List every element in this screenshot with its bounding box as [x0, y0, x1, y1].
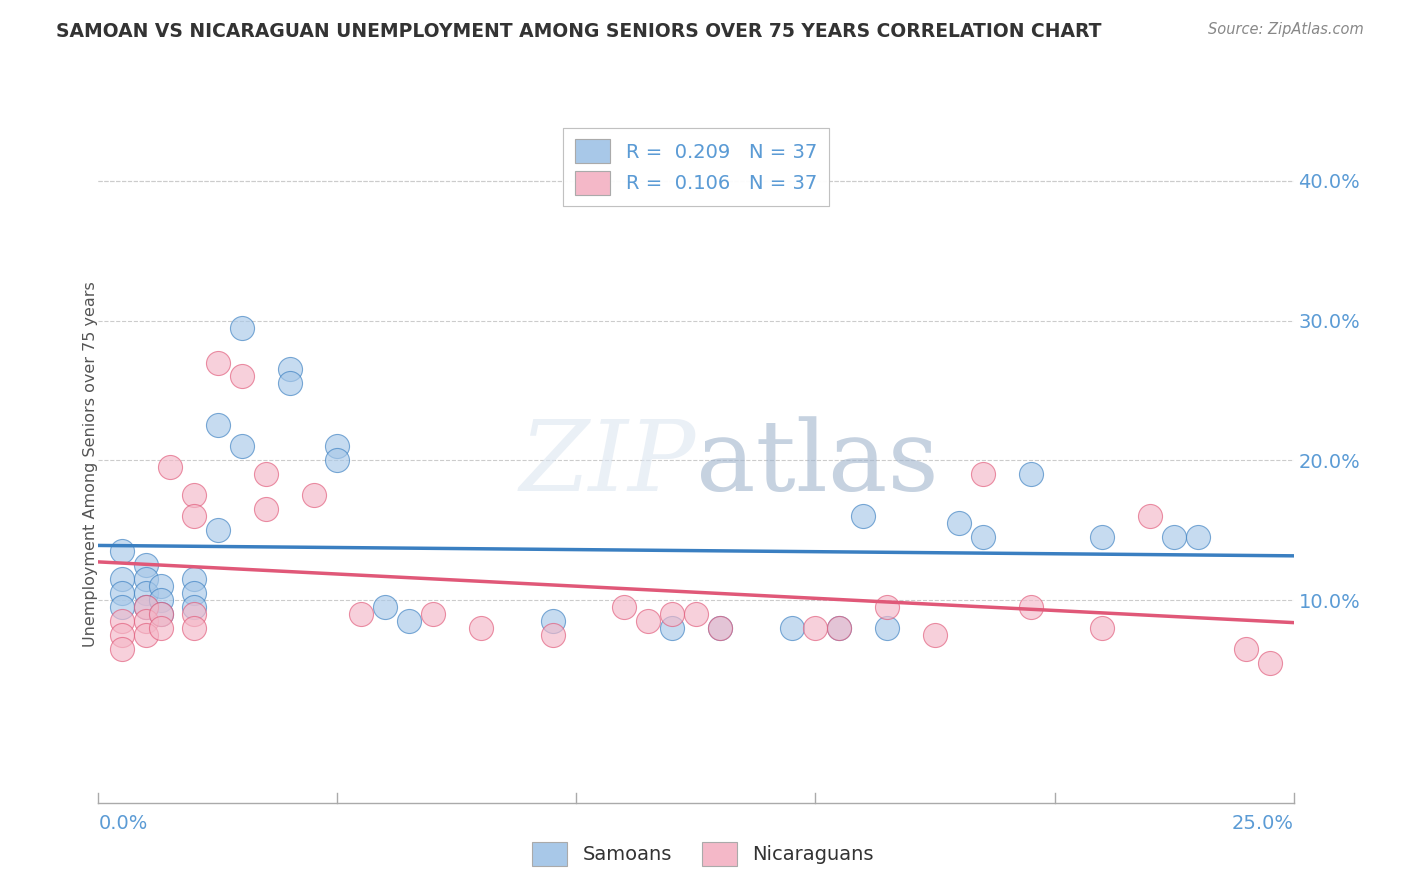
Point [1163, 530, 1185, 544]
Point [111, 544, 134, 558]
Point [661, 621, 683, 635]
Point [541, 628, 564, 642]
Point [231, 320, 253, 334]
Point [613, 600, 636, 615]
Text: Source: ZipAtlas.com: Source: ZipAtlas.com [1208, 22, 1364, 37]
Point [135, 586, 157, 600]
Point [183, 509, 205, 524]
Point [326, 453, 349, 467]
Point [254, 467, 277, 482]
Point [1019, 467, 1042, 482]
Point [948, 516, 970, 531]
Point [111, 600, 134, 615]
Point [685, 607, 707, 621]
Point [398, 614, 420, 628]
Point [924, 628, 946, 642]
Legend: R =  0.209   N = 37, R =  0.106   N = 37: R = 0.209 N = 37, R = 0.106 N = 37 [564, 128, 828, 206]
Point [207, 523, 229, 537]
Point [183, 586, 205, 600]
Text: ZIP: ZIP [520, 417, 696, 511]
Point [374, 600, 396, 615]
Text: atlas: atlas [696, 416, 939, 512]
Point [1019, 600, 1042, 615]
Point [135, 600, 157, 615]
Point [207, 355, 229, 369]
Point [1091, 530, 1114, 544]
Point [1139, 509, 1161, 524]
Point [111, 614, 134, 628]
Point [149, 621, 172, 635]
Point [135, 558, 157, 573]
Point [149, 607, 172, 621]
Point [350, 607, 373, 621]
Point [828, 621, 851, 635]
Point [661, 607, 683, 621]
Point [302, 488, 325, 502]
Point [111, 572, 134, 586]
Point [183, 607, 205, 621]
Point [149, 607, 172, 621]
Point [231, 369, 253, 384]
Point [422, 607, 444, 621]
Point [149, 593, 172, 607]
Point [278, 376, 301, 391]
Point [135, 628, 157, 642]
Point [159, 460, 181, 475]
Point [1258, 656, 1281, 670]
Point [828, 621, 851, 635]
Point [183, 600, 205, 615]
Point [972, 467, 994, 482]
Point [326, 439, 349, 453]
Point [231, 439, 253, 453]
Point [183, 572, 205, 586]
Text: SAMOAN VS NICARAGUAN UNEMPLOYMENT AMONG SENIORS OVER 75 YEARS CORRELATION CHART: SAMOAN VS NICARAGUAN UNEMPLOYMENT AMONG … [56, 22, 1102, 41]
Point [876, 600, 898, 615]
Legend: Samoans, Nicaraguans: Samoans, Nicaraguans [524, 834, 882, 873]
Point [135, 572, 157, 586]
Y-axis label: Unemployment Among Seniors over 75 years: Unemployment Among Seniors over 75 years [83, 281, 97, 647]
Point [637, 614, 659, 628]
Point [135, 614, 157, 628]
Point [541, 614, 564, 628]
Point [709, 621, 731, 635]
Point [111, 642, 134, 657]
Point [470, 621, 492, 635]
Point [183, 621, 205, 635]
Point [1091, 621, 1114, 635]
Point [876, 621, 898, 635]
Point [111, 586, 134, 600]
Point [780, 621, 803, 635]
Point [804, 621, 827, 635]
Point [1187, 530, 1209, 544]
Point [207, 418, 229, 433]
Point [852, 509, 875, 524]
Point [149, 579, 172, 593]
Text: 25.0%: 25.0% [1232, 814, 1294, 833]
Point [972, 530, 994, 544]
Point [1234, 642, 1257, 657]
Point [135, 600, 157, 615]
Text: 0.0%: 0.0% [98, 814, 148, 833]
Point [111, 628, 134, 642]
Point [709, 621, 731, 635]
Point [278, 362, 301, 376]
Point [183, 488, 205, 502]
Point [254, 502, 277, 516]
